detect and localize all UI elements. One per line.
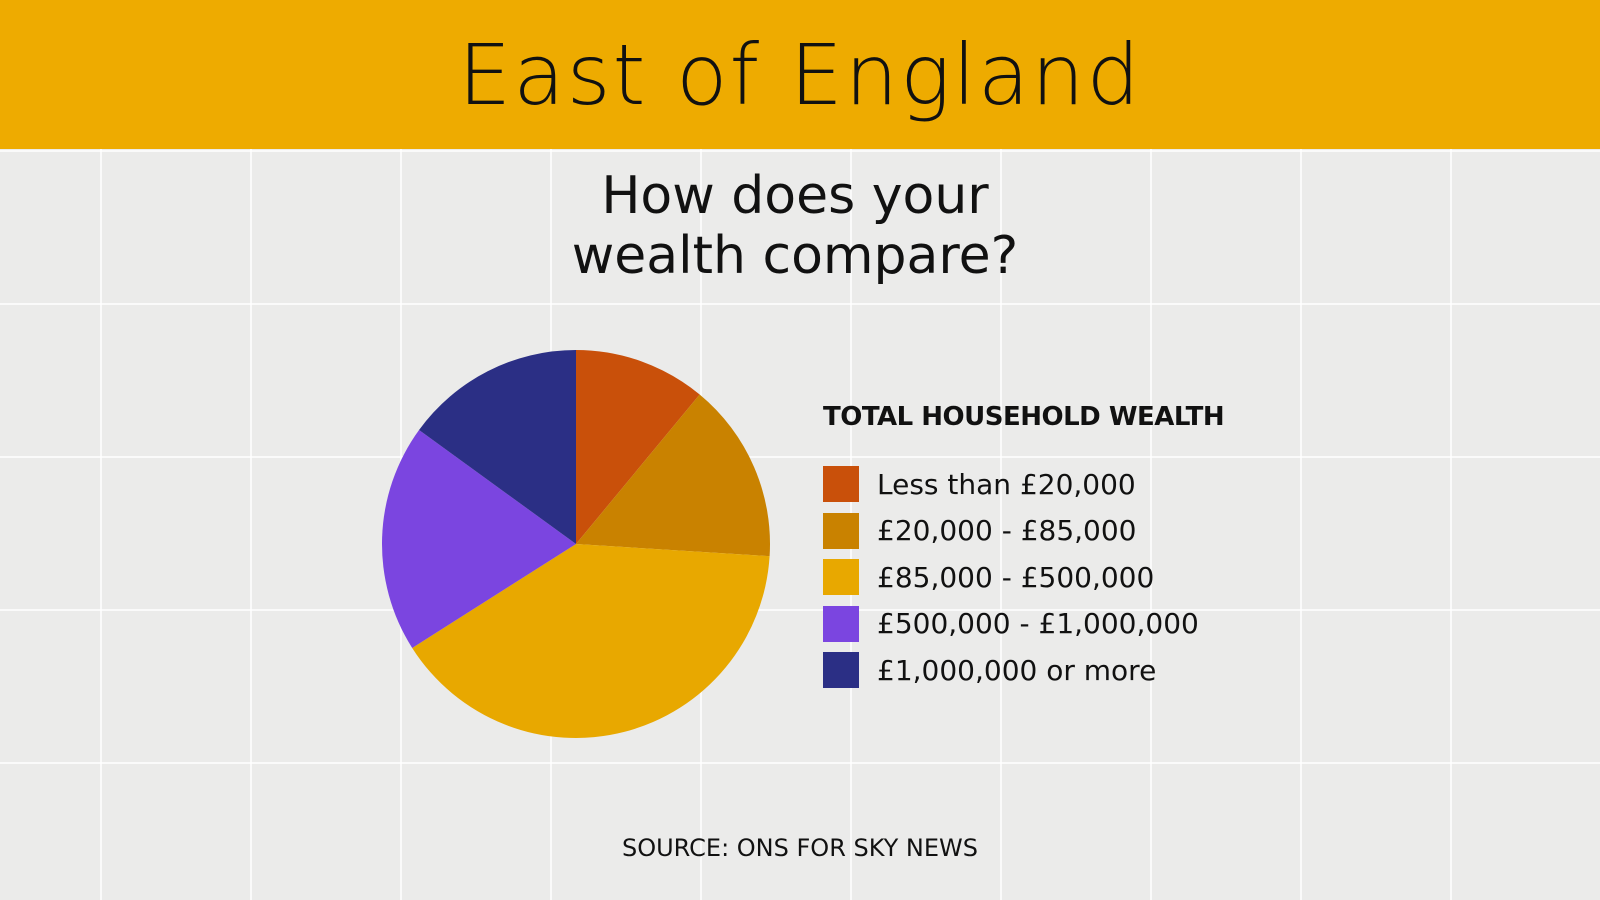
legend-swatch [823,466,859,502]
header-title: East of England [458,25,1142,124]
legend-label: Less than £20,000 [877,467,1136,501]
legend-swatch [823,559,859,595]
legend-label: £500,000 - £1,000,000 [877,607,1199,640]
source: SOURCE: ONS FOR SKY NEWS [621,834,978,862]
legend-item: £85,000 - £500,000 [823,559,1154,595]
legend-label: £20,000 - £85,000 [877,514,1137,547]
legend-swatch [823,512,859,549]
legend-item: £1,000,000 or more [823,652,1156,688]
pie-slice [382,429,576,648]
chart-title: How does your wealth compare? [571,166,1019,286]
pie-slice [419,350,576,544]
legend-item: Less than £20,000 [823,466,1136,502]
header: East of England [0,0,1600,149]
legend-item: £20,000 - £85,000 [823,512,1137,549]
legend-item: £500,000 - £1,000,000 [823,605,1199,642]
pie-slice [576,394,770,557]
legend-label: £85,000 - £500,000 [877,560,1155,594]
legend-title: TOTAL HOUSEHOLD WEALTH [823,402,1225,432]
pie-slice [576,350,700,544]
legend-swatch [823,605,859,642]
legend-swatch [823,652,859,688]
pie-slice [412,544,770,738]
legend-label: £1,000,000 or more [877,653,1157,687]
